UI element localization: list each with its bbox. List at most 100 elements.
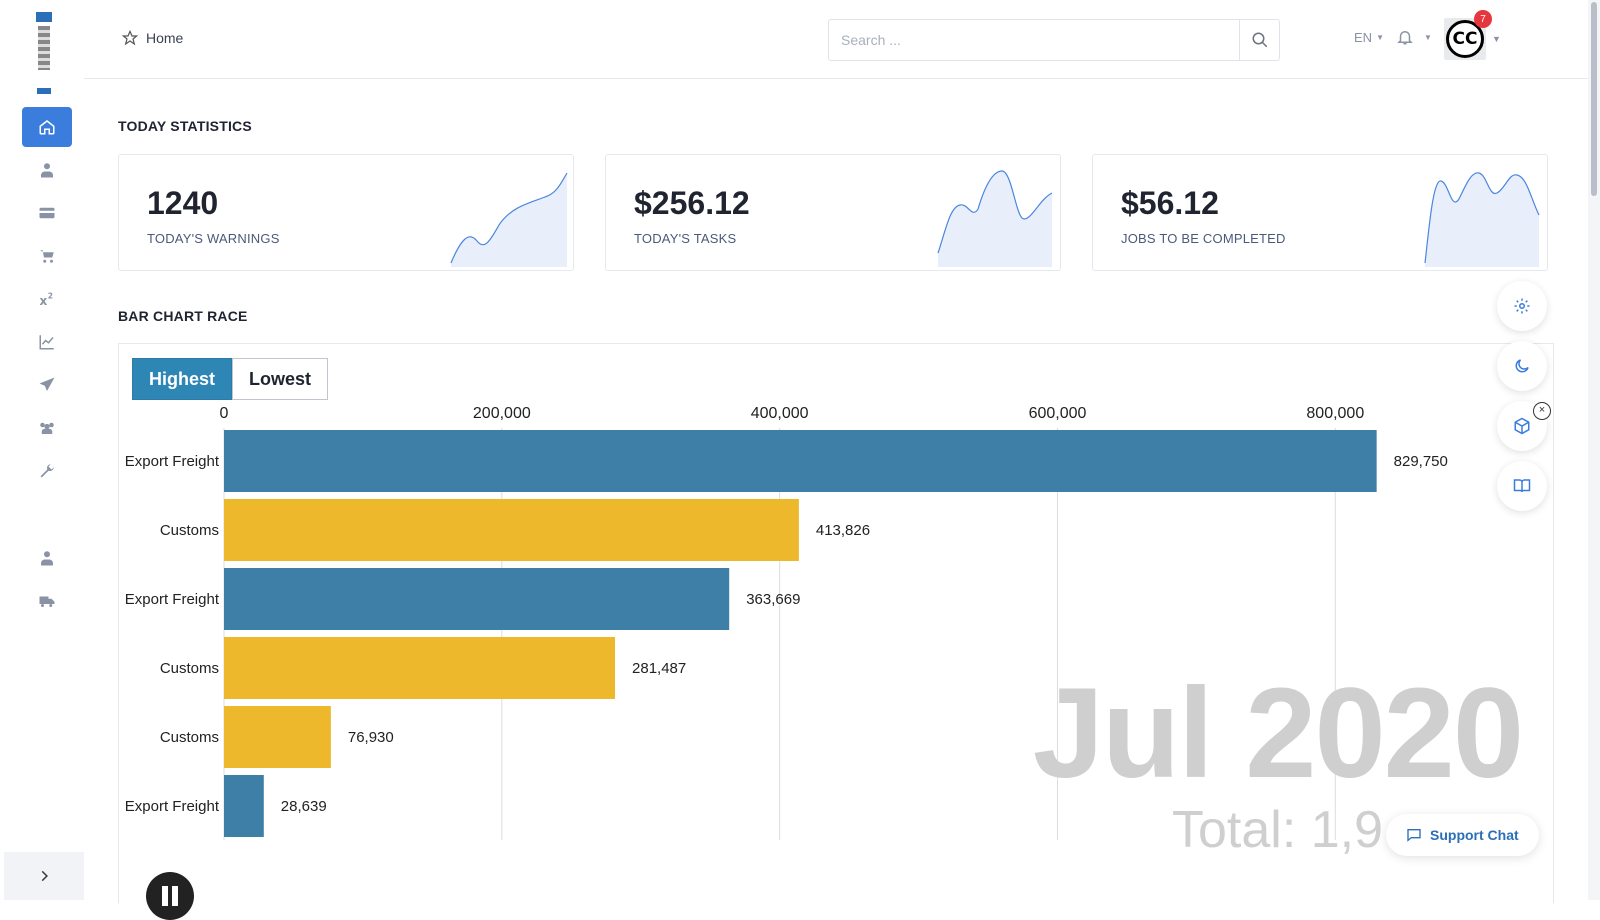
language-dropdown[interactable]: EN ▼ (1354, 30, 1384, 45)
nav-staff[interactable] (22, 538, 72, 578)
stats-title: TODAY STATISTICS (118, 118, 252, 134)
user-icon (41, 163, 53, 178)
x-tick-label: 0 (220, 405, 229, 422)
chevron-down-icon[interactable]: ▼ (1492, 34, 1501, 44)
svg-text:2: 2 (48, 291, 53, 300)
bar-category-label: Customs (160, 729, 219, 746)
stat-card-warnings: 1240 TODAY'S WARNINGS (118, 154, 574, 271)
x-tick-label: 800,000 (1306, 405, 1364, 422)
race-title: BAR CHART RACE (118, 308, 248, 324)
nav-settings[interactable] (22, 451, 72, 491)
cube-icon (1514, 417, 1530, 435)
close-icon[interactable]: × (1533, 402, 1551, 420)
breadcrumb-home[interactable]: Home (146, 30, 184, 46)
sidebar-expand-button[interactable] (4, 852, 84, 900)
chevron-down-icon: ▼ (1376, 33, 1384, 42)
breadcrumb[interactable]: Home (122, 30, 183, 46)
highest-button[interactable]: Highest (132, 358, 233, 400)
notifications-dropdown[interactable]: ▼ (1396, 28, 1432, 46)
bar-value-label: 76,930 (348, 729, 394, 746)
home-icon (39, 120, 55, 135)
bar (224, 775, 264, 837)
pause-button[interactable] (146, 872, 194, 920)
docs-fab[interactable] (1497, 461, 1547, 511)
chat-icon (1407, 829, 1421, 842)
search-icon (1252, 32, 1267, 48)
scrollbar-thumb[interactable] (1591, 2, 1597, 196)
bar-value-label: 281,487 (632, 660, 686, 677)
language-label: EN (1354, 30, 1373, 45)
stat-value: 1240 (147, 185, 219, 221)
credit-card-icon (39, 207, 55, 219)
bar-chart-race: 0 200,000 400,000 600,000 800,000 Export Frei… (125, 405, 1448, 840)
bar-value-label: 829,750 (1394, 453, 1448, 470)
bar-value-label: 363,669 (746, 591, 800, 608)
sparkline (937, 170, 1053, 267)
bar (224, 706, 331, 768)
dark-mode-fab[interactable] (1497, 341, 1547, 391)
bar-category-label: Export Freight (125, 798, 220, 815)
support-chat-label: Support Chat (1430, 827, 1519, 843)
moon-icon (1515, 359, 1529, 373)
x-tick-label: 600,000 (1029, 405, 1087, 422)
search-button[interactable] (1239, 20, 1279, 60)
nav-emergency[interactable] (22, 581, 72, 621)
bar-category-label: Customs (160, 522, 219, 539)
star-icon (122, 30, 138, 46)
race-date: Jul 2020 (1032, 662, 1524, 805)
chevron-down-icon: ▼ (1424, 32, 1432, 42)
bar (224, 568, 730, 630)
bar (224, 637, 616, 699)
nav-payments[interactable] (22, 193, 72, 233)
x-tick-label: 200,000 (473, 405, 531, 422)
nav-home[interactable] (22, 107, 72, 147)
lowest-button[interactable]: Lowest (232, 358, 329, 400)
nav-orders[interactable] (22, 236, 72, 276)
stat-label: TODAY'S TASKS (634, 231, 737, 246)
bar-value-label: 28,639 (281, 798, 327, 815)
line-chart-icon (39, 335, 54, 350)
nav-messages[interactable] (22, 365, 72, 405)
avatar-logo: CC (1446, 20, 1484, 58)
nav-analytics[interactable] (22, 322, 72, 362)
stat-value: $56.12 (1121, 185, 1219, 221)
bar-category-label: Export Freight (125, 591, 220, 608)
stat-label: JOBS TO BE COMPLETED (1121, 231, 1286, 246)
page-scrollbar[interactable] (1588, 0, 1600, 900)
sparkline (450, 172, 568, 267)
wrench-icon (40, 464, 54, 478)
stat-value: $256.12 (634, 185, 750, 221)
svg-text:x: x (40, 294, 48, 308)
chevron-right-icon (41, 870, 48, 882)
users-icon (40, 422, 54, 434)
search-box (828, 19, 1280, 61)
x-tick-label: 400,000 (751, 405, 809, 422)
notification-badge: 7 (1474, 10, 1492, 28)
cart-icon (40, 250, 54, 263)
nav-profile[interactable] (22, 150, 72, 190)
support-chat-button[interactable]: Support Chat (1386, 814, 1539, 856)
paper-plane-icon (39, 377, 55, 391)
stat-card-tasks: $256.12 TODAY'S TASKS (605, 154, 1061, 271)
app-logo[interactable] (34, 10, 54, 96)
bar (224, 499, 799, 561)
stat-card-jobs: $56.12 JOBS TO BE COMPLETED (1092, 154, 1548, 271)
bar-value-label: 413,826 (816, 522, 870, 539)
bar (224, 430, 1377, 492)
settings-fab[interactable] (1497, 281, 1547, 331)
bell-icon (1397, 31, 1413, 45)
sparkline (1424, 172, 1540, 267)
stat-label: TODAY'S WARNINGS (147, 231, 280, 246)
race-total: Total: 1,9 (1172, 801, 1384, 859)
search-input[interactable] (829, 20, 1239, 60)
user-avatar[interactable]: CC (1444, 18, 1486, 60)
bar-category-label: Export Freight (125, 453, 220, 470)
gear-icon (1514, 298, 1530, 314)
nav-team[interactable] (22, 408, 72, 448)
topbar: Home EN ▼ ▼ CC 7 ▼ (84, 0, 1588, 79)
ambulance-icon (39, 596, 55, 607)
user-tie-icon (41, 551, 53, 566)
